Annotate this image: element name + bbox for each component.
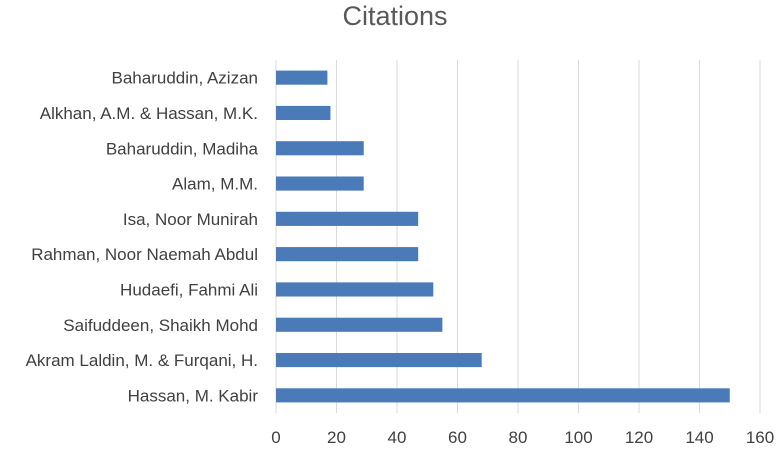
bar bbox=[276, 388, 730, 403]
category-label: Baharuddin, Madiha bbox=[106, 139, 259, 158]
x-tick-label: 20 bbox=[327, 428, 346, 447]
bar bbox=[276, 211, 419, 226]
bar bbox=[276, 70, 328, 85]
category-label: Alkhan, A.M. & Hassan, M.K. bbox=[40, 104, 258, 123]
bar bbox=[276, 105, 331, 121]
category-label: Saifuddeen, Shaikh Mohd bbox=[63, 316, 258, 335]
x-axis-tick-labels: 0 20 40 60 80 100 120 140 160 bbox=[271, 428, 774, 447]
category-label: Rahman, Noor Naemah Abdul bbox=[31, 245, 258, 264]
category-label: Alam, M.M. bbox=[172, 175, 258, 194]
x-tick-label: 60 bbox=[448, 428, 467, 447]
x-tick-label: 160 bbox=[746, 428, 774, 447]
x-tick-label: 40 bbox=[388, 428, 407, 447]
bar bbox=[276, 141, 364, 156]
category-label: Isa, Noor Munirah bbox=[123, 210, 258, 229]
bars bbox=[276, 70, 730, 403]
x-tick-label: 100 bbox=[564, 428, 592, 447]
category-labels: Baharuddin, Azizan Alkhan, A.M. & Hassan,… bbox=[26, 69, 259, 406]
chart-title: Citations bbox=[342, 1, 447, 31]
bar bbox=[276, 317, 443, 332]
bar bbox=[276, 282, 434, 297]
x-tick-label: 80 bbox=[509, 428, 528, 447]
bar bbox=[276, 247, 419, 262]
category-label: Akram Laldin, M. & Furqani, H. bbox=[26, 351, 258, 370]
x-tick-label: 0 bbox=[271, 428, 280, 447]
bar bbox=[276, 176, 364, 191]
x-tick-label: 120 bbox=[625, 428, 653, 447]
category-label: Hudaefi, Fahmi Ali bbox=[120, 280, 258, 299]
category-label: Hassan, M. Kabir bbox=[128, 386, 259, 405]
bar bbox=[276, 352, 482, 368]
grid-lines bbox=[275, 60, 761, 413]
x-tick-label: 140 bbox=[685, 428, 713, 447]
category-label: Baharuddin, Azizan bbox=[112, 69, 259, 88]
